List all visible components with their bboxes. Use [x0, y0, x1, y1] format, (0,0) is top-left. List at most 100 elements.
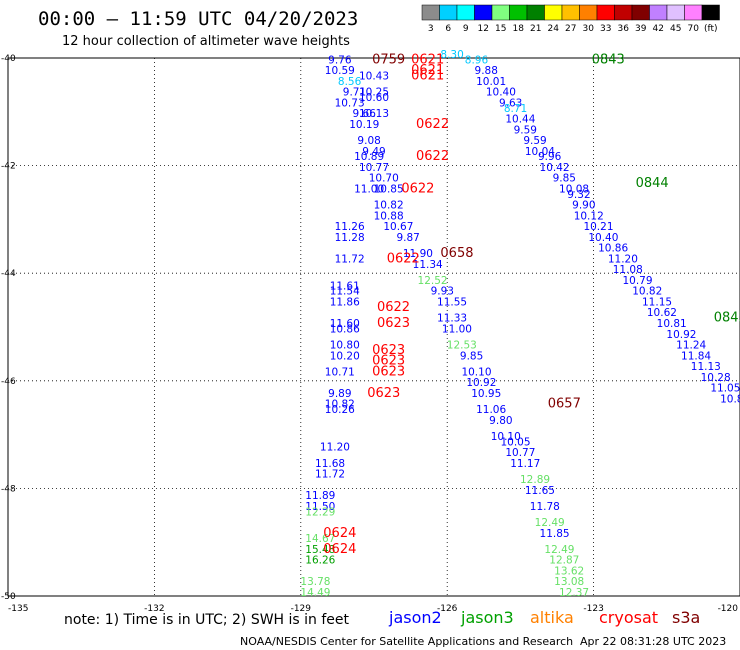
plot-frame — [7, 57, 740, 597]
swh-value-label: 8.71 — [504, 103, 527, 115]
swh-value-label: 11.17 — [510, 458, 540, 470]
satellite-legend-altika: altika — [530, 608, 574, 627]
swh-value-label: 11.68 — [315, 458, 345, 470]
swh-value-label: 10.70 — [369, 173, 399, 185]
swh-value-label: 11.60 — [330, 318, 360, 330]
swh-value-label: 12.49 — [544, 544, 574, 556]
swh-value-label: 10.42 — [540, 162, 570, 174]
swh-value-label: 9.93 — [431, 286, 454, 298]
pass-time-label: 0623 — [367, 386, 400, 401]
pass-time-label: 0623 — [372, 354, 405, 369]
swh-value-label: 10.89 — [354, 151, 384, 163]
swh-value-label: 9.63 — [499, 97, 522, 109]
swh-value-label: 11.24 — [676, 340, 706, 352]
legend-bin-label: 42 — [653, 24, 664, 34]
swh-value-label: 10.81 — [657, 318, 687, 330]
swh-value-label: 8.96 — [465, 54, 489, 66]
swh-value-label: 10.10 — [491, 431, 521, 443]
color-legend: 3 6 9 12 15 18 21 24 27 30 33 36 39 42 45 70 (ft) — [421, 4, 720, 34]
swh-value-label: 10.01 — [476, 76, 506, 88]
swh-value-label: 11.50 — [305, 501, 335, 513]
swh-value-label: 8.56 — [338, 76, 362, 88]
swh-value-label: 10.86 — [330, 323, 360, 335]
legend-bin-label: 15 — [495, 24, 506, 34]
swh-value-label: 10.28 — [701, 372, 731, 384]
swh-value-label: 9.32 — [567, 189, 590, 201]
swh-value-label: 11.26 — [335, 221, 365, 233]
swh-value-label: 10.26 — [325, 404, 355, 416]
swh-value-label: 10.82 — [632, 286, 662, 298]
swh-value-label: 10.80 — [330, 340, 360, 352]
swh-value-label: 10.40 — [486, 87, 516, 99]
swh-value-label: 9.08 — [357, 135, 380, 147]
pass-time-label: 0623 — [372, 364, 405, 379]
y-tick-label: -46 — [1, 377, 16, 387]
y-tick-label: -42 — [1, 162, 16, 172]
swh-value-label: 10.13 — [359, 108, 389, 120]
x-tick-label: -129 — [291, 604, 312, 612]
swh-value-label: 10.82 — [325, 399, 355, 411]
swh-value-label: 12.53 — [447, 340, 477, 352]
swh-value-label: 10.92 — [666, 329, 696, 341]
swh-value-label: 13.62 — [554, 565, 584, 577]
credit-line: NOAA/NESDIS Center for Satellite Applica… — [240, 635, 574, 648]
legend-bin-label: 39 — [635, 24, 647, 34]
swh-value-label: 10.85 — [374, 184, 404, 196]
swh-value-label: 9.66 — [353, 108, 377, 120]
legend-bin-label: 70 — [688, 24, 700, 34]
swh-value-label: 10.21 — [583, 221, 613, 233]
legend-unit: (ft) — [704, 24, 718, 34]
swh-value-label: 10.10 — [461, 366, 491, 378]
swh-value-label: 9.88 — [475, 65, 498, 77]
x-tick-label: -126 — [437, 604, 458, 612]
swh-value-label: 10.86 — [598, 243, 628, 255]
pass-time-label: 0621 — [411, 69, 444, 84]
swh-value-label: 11.65 — [525, 485, 555, 497]
x-tick-label: -132 — [144, 604, 164, 612]
swh-value-label: 11.28 — [335, 232, 365, 244]
pass-time-label: 0623 — [372, 343, 405, 358]
chart-subtitle: 12 hour collection of altimeter wave hei… — [62, 34, 350, 49]
swh-value-label: 14.49 — [300, 587, 330, 599]
swh-value-label: 12.37 — [559, 587, 589, 599]
swh-value-label: 10.44 — [505, 114, 535, 126]
satellite-legend-cryosat: cryosat — [599, 608, 659, 627]
swh-value-label: 9.59 — [523, 135, 546, 147]
swh-value-label: 9.96 — [538, 151, 562, 163]
swh-value-label: 9.59 — [514, 124, 537, 136]
swh-value-label: 12.89 — [520, 474, 550, 486]
swh-value-label: 9.49 — [362, 146, 385, 158]
pass-time-label: 0623 — [377, 316, 410, 331]
swh-value-label: 11.89 — [305, 490, 335, 502]
swh-value-label: 11.85 — [540, 528, 570, 540]
legend-bin-label: 6 — [445, 24, 451, 34]
swh-value-label: 11.33 — [437, 313, 467, 325]
swh-value-label: 10.12 — [574, 210, 604, 222]
pass-time-label: 0624 — [323, 526, 356, 541]
wave-height-map: -135 -132 -129 -126 -123 -120 -40 -42 -44 -46 -48 -… — [1, 49, 740, 612]
x-tick-label: -123 — [583, 604, 603, 612]
swh-value-label: 11.13 — [691, 361, 721, 373]
swh-value-label: 11.06 — [476, 404, 506, 416]
swh-value-label: 12.29 — [305, 506, 335, 518]
pass-time-label: 0845 — [714, 311, 740, 326]
swh-value-label: 10.71 — [325, 366, 355, 378]
legend-bin-label: 30 — [583, 24, 595, 34]
satellite-legend-jason3: jason3 — [461, 608, 514, 627]
pass-time-label: 0622 — [387, 251, 420, 266]
swh-value-label: 8.30 — [440, 49, 463, 61]
pass-time-label: 0621 — [411, 52, 444, 67]
swh-value-label: 10.20 — [330, 350, 360, 362]
swh-value-label: 9.90 — [572, 200, 595, 212]
pass-time-label: 0621 — [411, 63, 444, 78]
pass-time-label: 0622 — [416, 149, 449, 164]
pass-time-label: 0759 — [372, 52, 405, 67]
swh-value-label: 10.25 — [359, 87, 389, 99]
pass-time-label: 0843 — [592, 52, 625, 67]
swh-value-label: 10.79 — [622, 275, 652, 287]
x-tick-label: -135 — [8, 604, 28, 612]
legend-bin-label: 21 — [530, 24, 541, 34]
legend-bin-label: 3 — [428, 24, 434, 34]
swh-value-label: 11.20 — [608, 253, 638, 265]
swh-value-label: 9.89 — [328, 388, 351, 400]
